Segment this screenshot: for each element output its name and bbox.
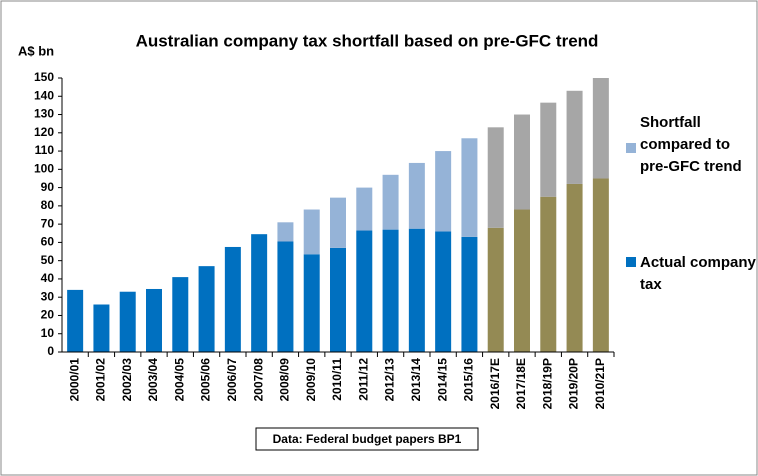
bar (487, 127, 504, 228)
source-box (255, 427, 479, 451)
x-tick-label: 2010/11 (330, 358, 344, 401)
bar (435, 231, 452, 352)
bar (303, 254, 320, 352)
x-tick-label: 2010/21P (593, 358, 607, 409)
bar (514, 209, 530, 352)
x-tick-label: 2006/07 (225, 358, 239, 402)
y-tick-label: 70 (41, 216, 55, 230)
bar (356, 187, 373, 231)
bar (356, 230, 373, 352)
bar (382, 229, 399, 352)
bar (514, 114, 530, 210)
bar (408, 162, 425, 229)
y-tick-label: 50 (41, 253, 55, 267)
y-tick-label: 20 (41, 308, 55, 322)
y-tick-label: 10 (41, 326, 55, 340)
bar (198, 266, 215, 352)
chart-title: Australian company tax shortfall based o… (136, 31, 599, 50)
bar (435, 151, 452, 232)
x-tick-label: 2018/19P (540, 358, 554, 409)
y-tick-label: 40 (41, 271, 55, 285)
bar (382, 174, 399, 230)
bar (592, 178, 609, 352)
x-tick-label: 2016/17E (488, 358, 502, 409)
x-tick-label: 2015/16 (462, 358, 476, 402)
x-tick-label: 2008/09 (278, 358, 292, 402)
bar (540, 196, 557, 352)
y-tick-label: 60 (41, 235, 55, 249)
x-tick-label: 2019/20P (567, 358, 581, 409)
x-tick-label: 2001/02 (94, 358, 108, 402)
bar (566, 90, 583, 184)
bar (277, 241, 294, 352)
x-tick-label: 2009/10 (304, 358, 318, 402)
y-tick-label: 110 (35, 143, 55, 157)
x-tick-label: 2011/12 (356, 358, 370, 401)
bar (67, 289, 84, 352)
y-tick-label: 0 (47, 344, 54, 358)
y-tick-label: 130 (34, 107, 54, 121)
x-tick-label: 2000/01 (67, 358, 81, 402)
bar (119, 291, 136, 352)
y-tick-label: 90 (41, 180, 55, 194)
y-axis-label: A$ bn (18, 43, 54, 58)
bar (303, 209, 320, 255)
y-tick-label: 30 (41, 289, 55, 303)
source: Data: Federal budget papers BP1 (273, 432, 462, 446)
bar (172, 277, 189, 352)
bar (487, 227, 504, 352)
y-tick-label: 150 (34, 70, 54, 84)
bar (277, 222, 294, 242)
bar (330, 197, 346, 248)
x-tick-label: 2004/05 (172, 358, 186, 402)
x-tick-label: 2002/03 (120, 358, 134, 402)
x-tick-label: 2005/06 (199, 358, 213, 402)
legend-swatch (626, 257, 636, 267)
y-tick-label: 140 (34, 88, 54, 102)
bar (461, 138, 478, 237)
x-tick-label: 2003/04 (146, 358, 160, 402)
bar (146, 288, 162, 352)
x-tick-label: 2012/13 (383, 358, 397, 402)
bar (224, 246, 241, 352)
x-tick-label: 2007/08 (251, 358, 265, 402)
bar (330, 247, 346, 352)
bar (93, 304, 110, 352)
bar (251, 234, 268, 352)
y-tick-label: 100 (34, 162, 54, 176)
x-tick-label: 2017/18E (514, 358, 528, 409)
legend-label: Actual company tax (640, 254, 756, 293)
y-tick-label: 80 (41, 198, 55, 212)
y-tick-label: 120 (34, 125, 54, 139)
legend-label: Shortfall compared to pre-GFC trend (640, 114, 742, 175)
bar (566, 183, 583, 352)
legend-swatch (626, 143, 636, 153)
bar (461, 236, 478, 352)
x-tick-label: 2013/14 (409, 358, 423, 402)
bar (592, 78, 609, 179)
bar (540, 102, 557, 197)
bar (408, 228, 425, 352)
x-tick-label: 2014/15 (435, 358, 449, 402)
